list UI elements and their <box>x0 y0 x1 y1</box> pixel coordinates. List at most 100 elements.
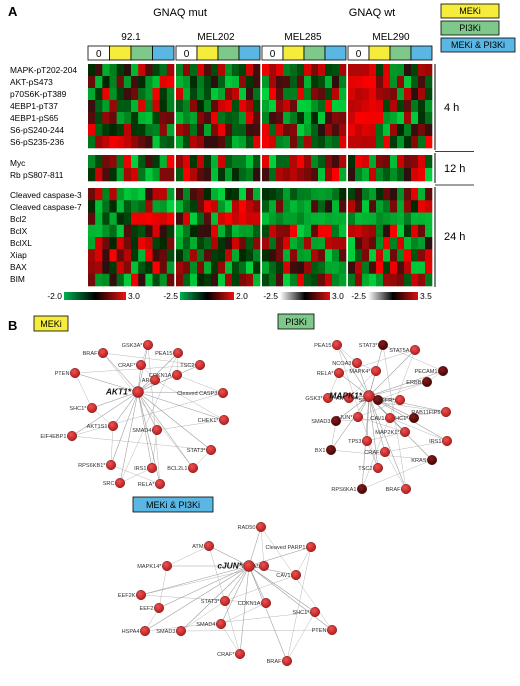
network-node-label: IRS1 <box>134 466 146 472</box>
heatmap-cell <box>152 100 160 113</box>
heatmap-cell <box>116 261 125 275</box>
heatmap-cell <box>290 249 298 262</box>
heatmap-cell <box>390 76 398 89</box>
heatmap-cell <box>102 249 110 262</box>
network-node <box>153 603 164 614</box>
heatmap-cell <box>232 155 240 169</box>
heatmap-cell <box>102 200 110 213</box>
heatmap-cell <box>204 100 212 113</box>
heatmap-cell <box>197 188 205 201</box>
network-node <box>395 395 406 406</box>
network-edge <box>119 391 139 484</box>
heatmap-cell <box>297 112 305 125</box>
heatmap-cell <box>123 124 132 137</box>
heatmap-cell <box>145 100 153 113</box>
heatmap-cell <box>197 64 205 77</box>
heatmap-cell <box>159 261 168 275</box>
heatmap-cell <box>95 76 103 89</box>
treatment-header-cell <box>196 45 219 61</box>
heatmap-cell <box>253 100 261 113</box>
heatmap-cell <box>246 100 254 113</box>
network-edge <box>377 381 428 401</box>
network-node-label: STAT3* <box>359 343 379 349</box>
row-label: S6-pS240-244 <box>10 125 64 135</box>
heatmap-cell <box>411 155 419 169</box>
heatmap-cell <box>355 76 363 89</box>
heatmap-cell <box>159 100 168 113</box>
heatmap-cell <box>225 212 233 226</box>
heatmap-cell <box>304 155 312 169</box>
heatmap-cell <box>123 100 132 113</box>
network-edge <box>335 395 370 422</box>
heatmap-cell <box>159 200 168 213</box>
heatmap-cell <box>332 224 340 238</box>
heatmap-cell <box>239 136 247 149</box>
heatmap-cell <box>204 155 212 169</box>
heatmap-cell <box>159 76 168 89</box>
heatmap-cell <box>95 273 103 287</box>
heatmap-cell <box>411 188 419 201</box>
heatmap-cell <box>404 261 412 275</box>
heatmap-cell <box>276 200 284 213</box>
heatmap-cell <box>138 112 146 125</box>
network-edge <box>158 565 168 609</box>
heatmap-cell <box>145 124 153 137</box>
heatmap-cell <box>404 212 412 226</box>
heatmap-cell <box>397 136 405 149</box>
heatmap-cell <box>262 261 270 275</box>
heatmap-cell <box>290 155 298 169</box>
heatmap-cell <box>269 76 277 89</box>
heatmap-cell <box>269 100 277 113</box>
heatmap-cell <box>376 88 384 101</box>
row-label: BAX <box>10 262 27 272</box>
heatmap-cell <box>355 136 363 149</box>
heatmap-cell <box>304 273 312 287</box>
network-node <box>352 358 363 369</box>
heatmap-cell <box>109 249 117 262</box>
network-node-label: BX1 <box>315 448 326 454</box>
heatmap-cell <box>145 64 153 77</box>
time-label-24h: 24 h <box>444 231 465 243</box>
heatmap-cell <box>232 76 240 89</box>
heatmap-cell <box>262 188 270 201</box>
heatmap-cell <box>318 188 326 201</box>
network-node-label: CAV1 <box>370 416 384 422</box>
heatmap-cell <box>197 212 205 226</box>
heatmap-cell <box>383 64 391 77</box>
heatmap-cell <box>276 100 284 113</box>
heatmap-cell <box>183 237 191 250</box>
network-node <box>107 421 118 432</box>
network-edge <box>91 391 139 409</box>
heatmap-cell <box>176 188 184 201</box>
heatmap-cell <box>138 168 146 182</box>
network-node-label: PTEN <box>312 628 327 634</box>
network-node <box>142 340 153 351</box>
heatmap-cell <box>369 212 377 226</box>
heatmap-cell <box>397 212 405 226</box>
heatmap-cell <box>411 212 419 226</box>
heatmap-cell <box>397 76 405 89</box>
heatmap-cell <box>225 112 233 125</box>
treatment-header-cell <box>410 45 433 61</box>
heatmap-cell <box>239 112 247 125</box>
network-node <box>217 388 228 399</box>
heatmap-cell <box>262 136 270 149</box>
network-node-label: RPS6KA1 <box>331 487 356 493</box>
heatmap-cell <box>138 237 146 250</box>
network-edge <box>71 391 139 437</box>
heatmap-cell <box>318 100 326 113</box>
heatmap-cell <box>218 136 226 149</box>
heatmap-cell <box>253 261 261 275</box>
heatmap-cell <box>253 155 261 169</box>
heatmap-cell <box>232 200 240 213</box>
heatmap-cell <box>239 249 247 262</box>
heatmap-cell <box>376 64 384 77</box>
heatmap-cell <box>116 249 125 262</box>
heatmap-cell <box>283 76 291 89</box>
heatmap-cell <box>404 168 412 182</box>
scale-max: 3.5 <box>420 291 432 301</box>
treatment-header-cell <box>130 45 153 61</box>
network-node <box>441 407 452 418</box>
heatmap-cell <box>376 136 384 149</box>
network-node-label: PECAM1 <box>414 369 437 375</box>
